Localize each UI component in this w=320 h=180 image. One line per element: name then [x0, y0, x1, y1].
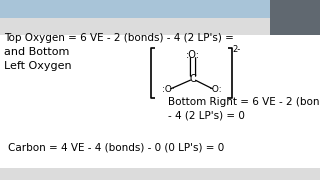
Bar — [270, 0, 320, 35]
Text: Bottom Right = 6 VE - 2 (bonds: Bottom Right = 6 VE - 2 (bonds — [168, 97, 320, 107]
Bar — [0, 168, 320, 180]
Bar — [0, 35, 320, 168]
Bar — [0, 18, 320, 35]
Text: ·O:: ·O: — [209, 86, 221, 94]
Text: :O:: :O: — [186, 50, 200, 60]
Text: Carbon = 4 VE - 4 (bonds) - 0 (0 LP's) = 0: Carbon = 4 VE - 4 (bonds) - 0 (0 LP's) =… — [8, 142, 224, 152]
Text: :O·: :O· — [162, 86, 174, 94]
Text: Left Oxygen: Left Oxygen — [4, 61, 72, 71]
Text: 2-: 2- — [232, 46, 240, 55]
Text: C: C — [190, 74, 196, 84]
Text: - 4 (2 LP's) = 0: - 4 (2 LP's) = 0 — [168, 111, 245, 121]
Text: and Bottom: and Bottom — [4, 47, 69, 57]
Bar — [0, 0, 320, 18]
Text: Top Oxygen = 6 VE - 2 (bonds) - 4 (2 LP's) =: Top Oxygen = 6 VE - 2 (bonds) - 4 (2 LP'… — [4, 33, 234, 43]
